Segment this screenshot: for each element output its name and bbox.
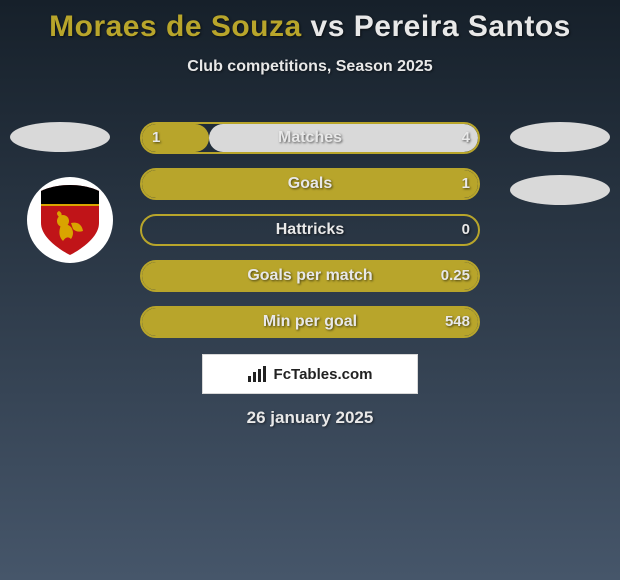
title-player-right: Pereira Santos xyxy=(354,10,571,43)
comparison-card: Moraes de Souza vs Pereira Santos Club c… xyxy=(0,0,620,580)
stat-value-right: 548 xyxy=(445,306,470,338)
page-title: Moraes de Souza vs Pereira Santos xyxy=(0,0,620,44)
stat-label: Goals per match xyxy=(140,260,480,292)
stat-row: Hattricks0 xyxy=(0,214,620,246)
date-label: 26 january 2025 xyxy=(0,408,620,428)
subtitle: Club competitions, Season 2025 xyxy=(0,58,620,76)
stat-row: Min per goal548 xyxy=(0,306,620,338)
bar-chart-icon xyxy=(248,366,268,382)
stat-value-right: 0 xyxy=(462,214,470,246)
attribution-text: FcTables.com xyxy=(274,366,373,383)
stat-label: Hattricks xyxy=(140,214,480,246)
title-vs: vs xyxy=(311,10,354,43)
title-player-left: Moraes de Souza xyxy=(49,10,302,43)
stat-value-right: 1 xyxy=(462,168,470,200)
attribution-badge: FcTables.com xyxy=(202,354,418,394)
stat-row: Goals per match0.25 xyxy=(0,260,620,292)
stat-value-right: 0.25 xyxy=(441,260,470,292)
stat-row: Goals1 xyxy=(0,168,620,200)
stat-value-left: 1 xyxy=(152,122,160,154)
stat-label: Matches xyxy=(140,122,480,154)
stat-label: Min per goal xyxy=(140,306,480,338)
stat-label: Goals xyxy=(140,168,480,200)
stat-row: Matches1 4 xyxy=(0,122,620,154)
stat-rows: Matches14Goals1Hattricks0Goals per match… xyxy=(0,122,620,352)
stat-value-right: 4 xyxy=(462,122,470,154)
